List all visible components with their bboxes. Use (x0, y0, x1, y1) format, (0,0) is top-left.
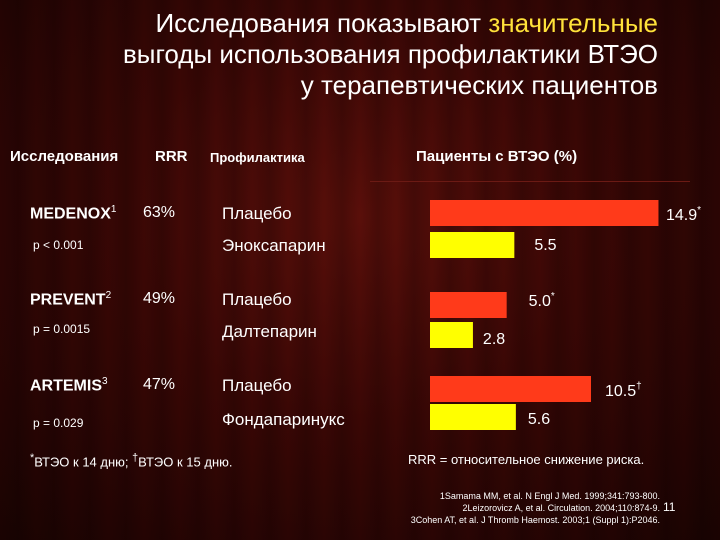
rrr-definition: RRR = относительное снижение риска. (408, 452, 645, 467)
title-line-3: у терапевтических пациентов (300, 70, 658, 100)
bar-4 (430, 376, 591, 402)
bar-3 (430, 322, 473, 348)
pvalue-medenox: p < 0.001 (33, 238, 84, 252)
arm-label: Плацебо (222, 290, 292, 309)
rrr-artemis: 47% (143, 376, 176, 393)
rrr-prevent: 49% (143, 290, 176, 307)
pvalue-artemis: p = 0.029 (33, 416, 84, 430)
reference-3: 3Cohen AT, et al. J Thromb Haemost. 2003… (410, 515, 660, 525)
header-rrr: RRR (155, 148, 188, 165)
bar-value-label: 5.6 (528, 411, 550, 428)
footnote: *ВТЭО к 14 дню; †ВТЭО к 15 дню. (30, 452, 233, 470)
title-line-1a: Исследования показывают (155, 8, 489, 38)
bar-value-label: 2.8 (483, 331, 505, 348)
pvalue-prevent: p = 0.0015 (33, 322, 91, 336)
bar-5 (430, 404, 516, 430)
arm-label: Плацебо (222, 376, 292, 395)
slide-title: Исследования показывают значительные выг… (123, 8, 658, 101)
header-patients: Пациенты с ВТЭО (%) (416, 148, 578, 165)
bar-2 (430, 292, 507, 318)
arm-label: Фондапаринукс (222, 410, 345, 429)
arm-label: Далтепарин (222, 322, 317, 341)
reference-1: 1Samama MM, et al. N Engl J Med. 1999;34… (439, 491, 660, 501)
header-studies: Исследования (10, 148, 119, 165)
page-number: 11 (663, 500, 676, 514)
reference-2: 2Leizorovicz A, et al. Circulation. 2004… (462, 503, 660, 513)
bar-value-label: 5.5 (534, 237, 556, 254)
header-divider (370, 181, 690, 182)
rrr-medenox: 63% (143, 204, 176, 221)
bar-0 (430, 200, 659, 226)
study-medenox: MEDENOX1 (30, 204, 117, 223)
arm-label: Плацебо (222, 204, 292, 223)
study-artemis: ARTEMIS3 (30, 376, 108, 395)
bar-value-label: 14.9* (666, 205, 701, 224)
header-prophylaxis: Профилактика (210, 150, 305, 165)
bar-value-label: 5.0* (529, 291, 555, 310)
title-line-2: выгоды использования профилактики ВТЭО (122, 39, 658, 69)
study-prevent: PREVENT2 (30, 290, 112, 309)
references: 1Samama MM, et al. N Engl J Med. 1999;34… (411, 490, 660, 526)
bar-value-label: 10.5† (605, 381, 642, 400)
title-line-1b: значительные (488, 8, 658, 38)
bar-1 (430, 232, 515, 258)
arm-label: Эноксапарин (222, 236, 326, 255)
